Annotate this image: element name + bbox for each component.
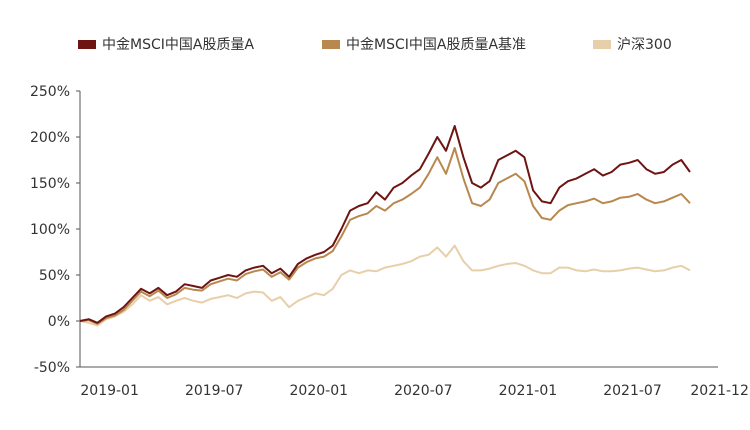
series-layer: [79, 125, 691, 327]
x-tick-label: 2019-01: [80, 383, 139, 399]
y-tick-label: -50%: [34, 360, 70, 376]
series-line-2: [79, 244, 691, 327]
x-tick-label: 2020-01: [290, 383, 349, 399]
series-line-0: [79, 125, 691, 324]
x-tick-label: 2020-07: [394, 383, 453, 399]
legend-item-series-0: 中金MSCI中国A股质量A: [78, 34, 254, 54]
y-tick-label: 150%: [30, 176, 70, 192]
legend: 中金MSCI中国A股质量A 中金MSCI中国A股质量A基准 沪深300: [0, 34, 750, 58]
y-tick-label: 100%: [30, 222, 70, 238]
x-tick-label: 2021-12: [690, 383, 749, 399]
legend-label-0: 中金MSCI中国A股质量A: [102, 37, 255, 53]
x-tick-label: 2021-07: [603, 383, 662, 399]
series-line-1: [79, 147, 691, 325]
x-tick-label: 2019-07: [185, 383, 244, 399]
y-tick-label: 50%: [39, 268, 70, 284]
legend-item-series-2: 沪深300: [593, 34, 672, 54]
y-tick-label: 250%: [30, 84, 70, 100]
y-axis: -50% 0% 50% 100% 150% 200% 250%: [30, 84, 81, 376]
x-tick-label: 2021-01: [499, 383, 558, 399]
legend-swatch-0: [78, 39, 96, 49]
y-tick-label: 200%: [30, 130, 70, 146]
legend-swatch-2: [593, 39, 611, 49]
legend-swatch-1: [322, 39, 340, 49]
x-axis: 2019-01 2019-07 2020-01 2020-07 2021-01 2021-…: [80, 366, 749, 399]
legend-item-series-1: 中金MSCI中国A股质量A基准: [322, 34, 526, 54]
y-tick-label: 0%: [48, 314, 70, 330]
legend-label-2: 沪深300: [617, 37, 672, 53]
legend-label-1: 中金MSCI中国A股质量A基准: [346, 37, 527, 53]
